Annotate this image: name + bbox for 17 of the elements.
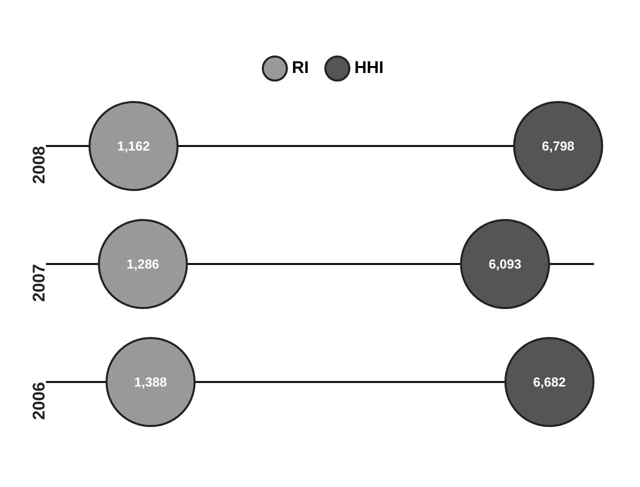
- point: [106, 337, 196, 427]
- data-label: 1,162: [117, 138, 150, 154]
- point: [98, 219, 188, 309]
- point: [513, 101, 604, 191]
- point: [460, 219, 550, 309]
- point: [88, 101, 179, 191]
- data-label: 6,682: [533, 374, 566, 390]
- data-label: 6,093: [488, 256, 522, 272]
- y-tick-label: 2006: [30, 382, 49, 420]
- point: [504, 337, 594, 427]
- data-label: 1,388: [134, 374, 167, 390]
- legend-label: HHI: [354, 58, 384, 78]
- data-label: 6,798: [542, 138, 574, 154]
- y-tick-label: 2007: [30, 264, 49, 302]
- legend-label: RI: [292, 58, 309, 78]
- y-tick-label: 2008: [30, 146, 49, 184]
- data-label: 1,286: [126, 256, 160, 272]
